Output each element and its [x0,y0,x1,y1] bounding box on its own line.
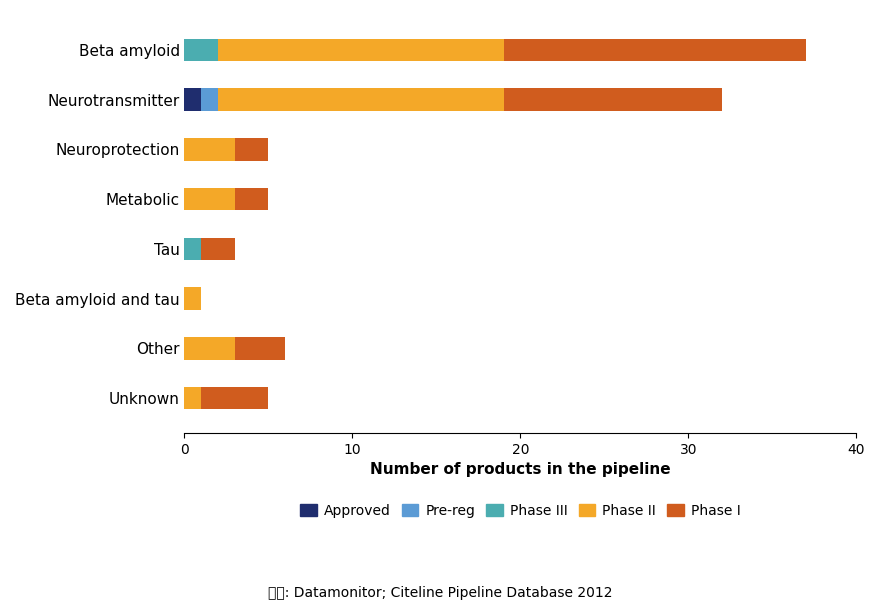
Bar [185,188,235,210]
Bar [185,138,235,161]
Bar [185,39,218,61]
Legend: Approved, Pre-reg, Phase III, Phase II, Phase I: Approved, Pre-reg, Phase III, Phase II, … [295,499,746,524]
Bar [202,88,218,111]
Bar [235,138,268,161]
Text: 출처: Datamonitor; Citeline Pipeline Database 2012: 출처: Datamonitor; Citeline Pipeline Datab… [268,586,612,600]
Bar [202,238,235,260]
Bar [185,287,202,310]
Bar [185,238,202,260]
Bar [185,337,235,359]
X-axis label: Number of products in the pipeline: Number of products in the pipeline [370,462,671,478]
Bar [185,88,202,111]
Bar [218,88,503,111]
Bar [235,188,268,210]
Bar [218,39,503,61]
Bar [503,39,806,61]
Bar [202,387,268,410]
Bar [185,387,202,410]
Bar [503,88,722,111]
Bar [235,337,285,359]
